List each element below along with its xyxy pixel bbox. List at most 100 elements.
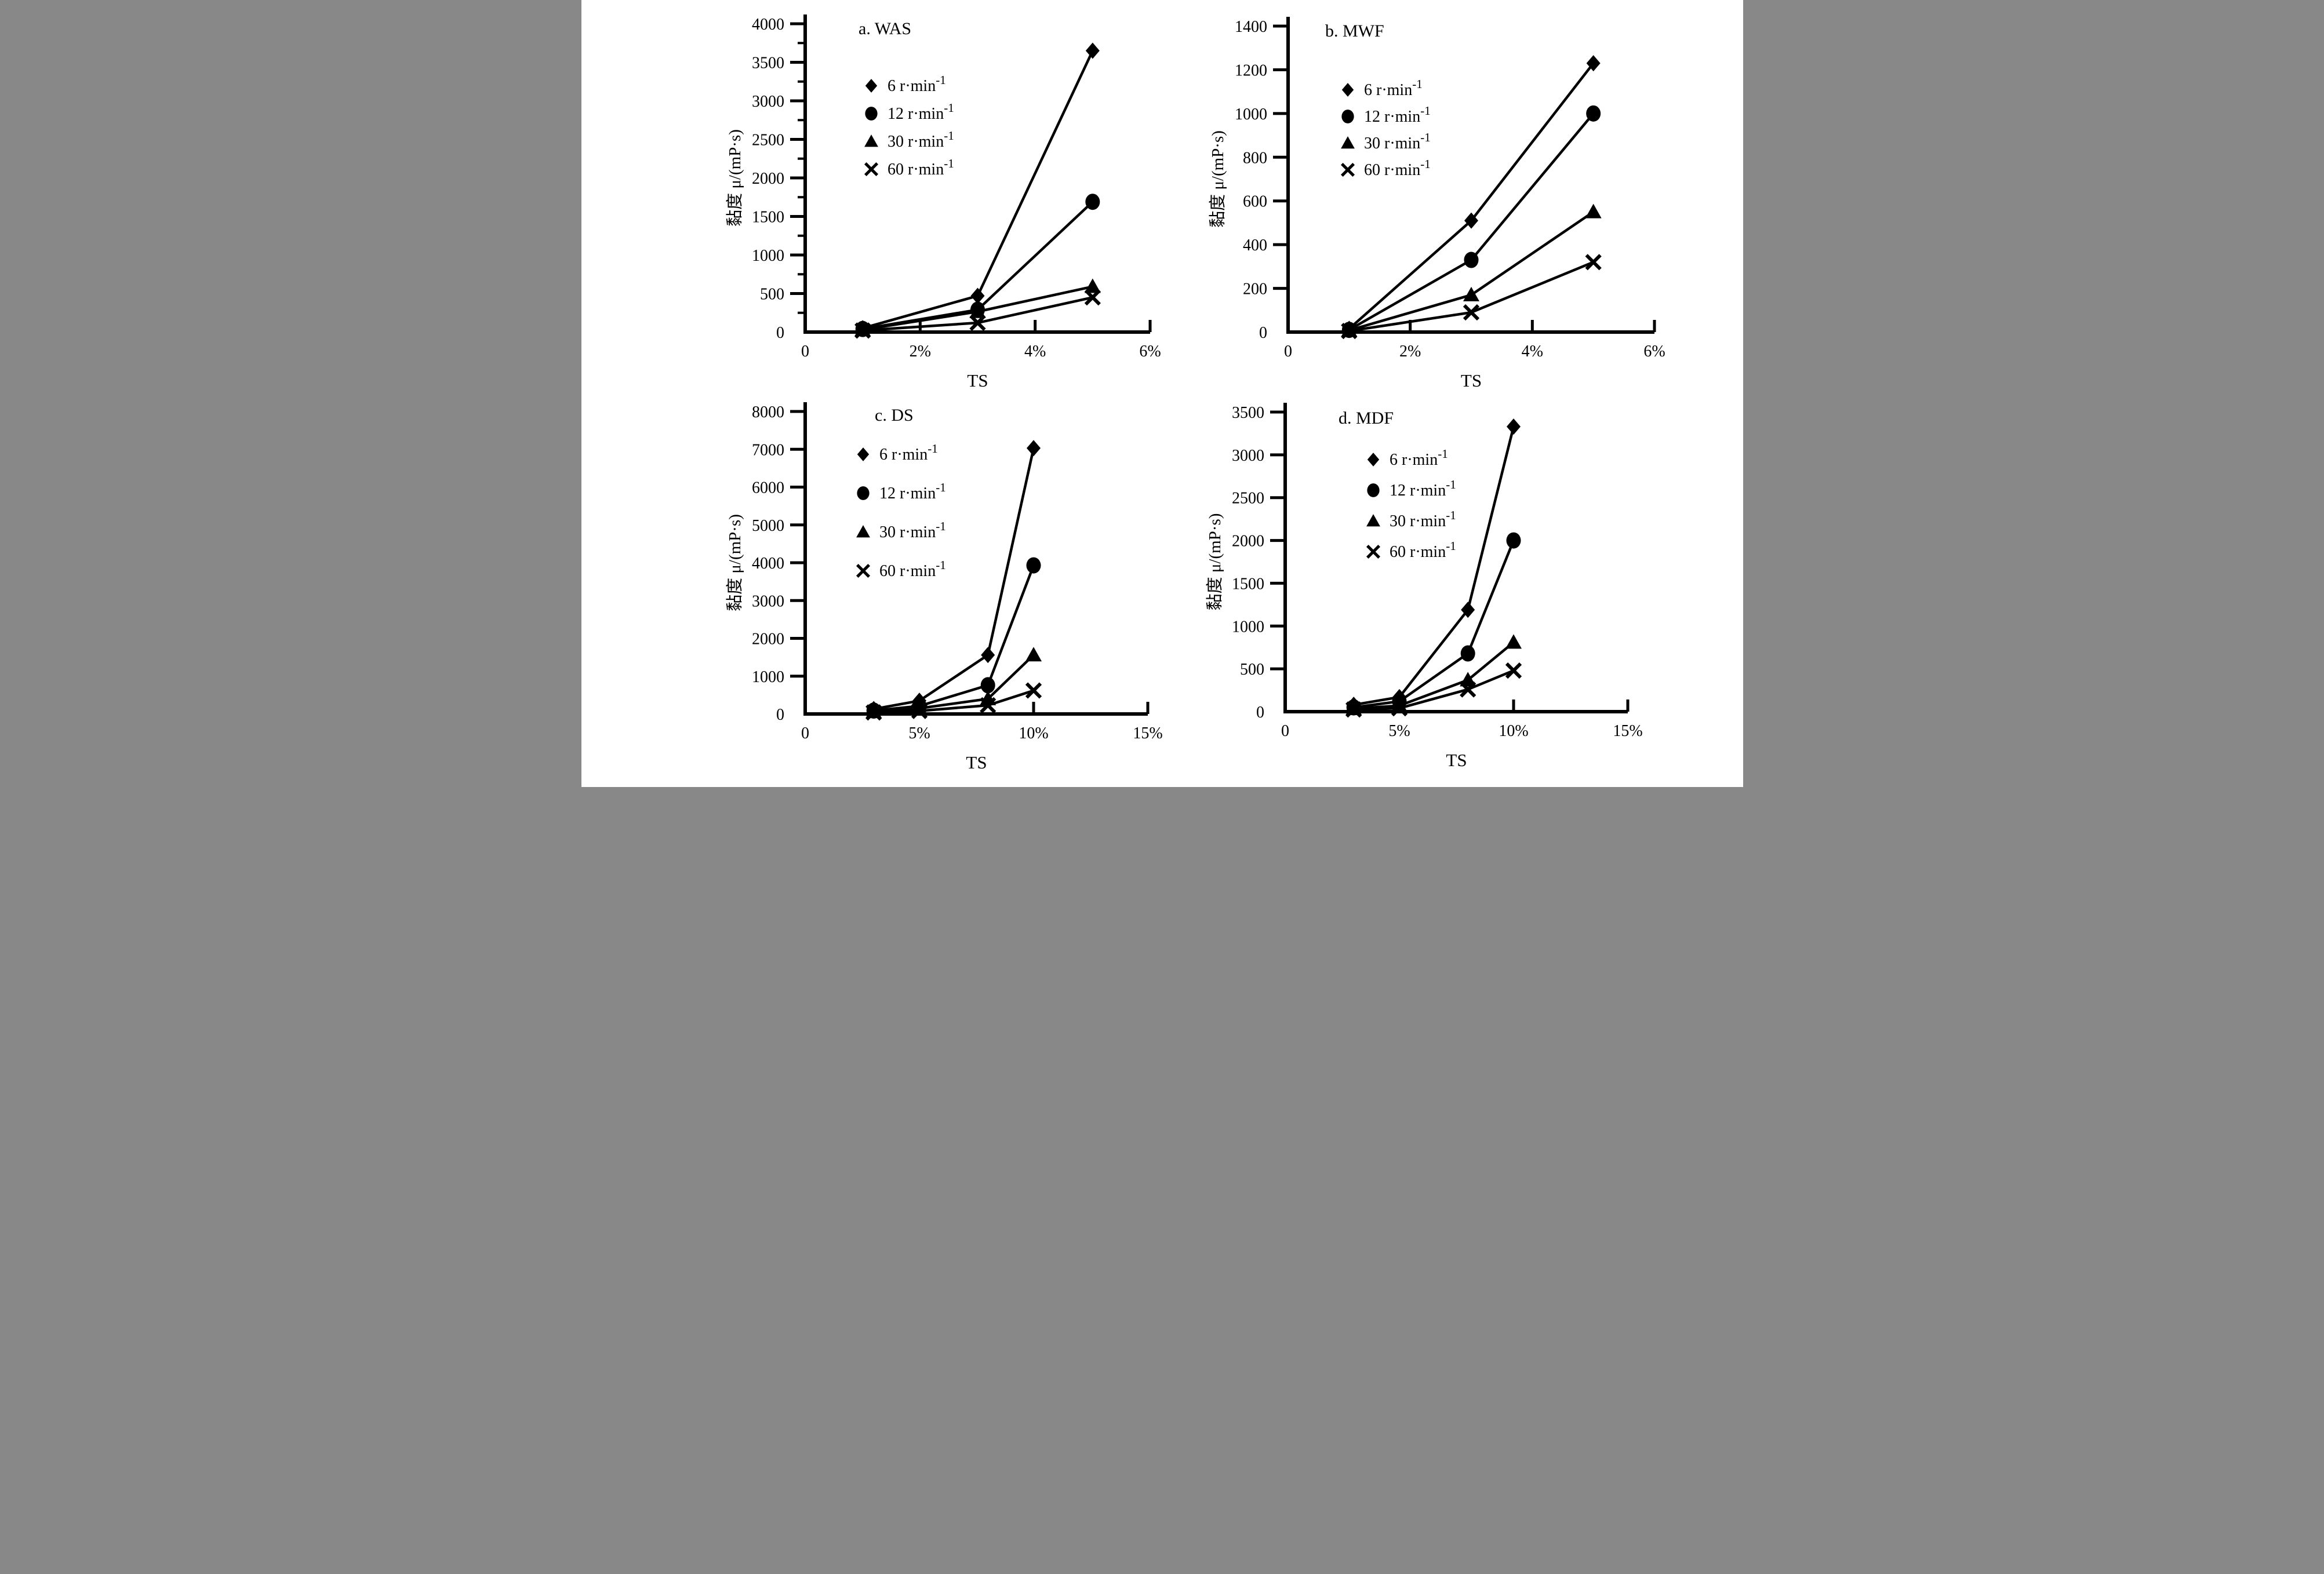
panel-b-y-axis-label: 黏度 μ/(mP·s): [1208, 130, 1227, 228]
panel-a-y-tick-label: 3000: [752, 93, 784, 111]
panel-c-y-tick-label: 6000: [752, 479, 784, 497]
panel-c-y-axis-label: 黏度 μ/(mP·s): [725, 514, 744, 611]
panel-d-x-data-point: [1459, 681, 1476, 698]
panel-d-triangle-data-point: [1505, 634, 1522, 649]
panel-c-circle-data-point: [1026, 557, 1041, 574]
panel-d-y-tick-label: 500: [1240, 661, 1264, 679]
panel-c-x-tick-label: 10%: [1019, 724, 1048, 742]
panel-b-legend-label: 6 r·min-1: [1364, 77, 1423, 99]
panel-b-legend-x-icon: [1340, 162, 1355, 177]
panel-a-y-tick-label: 1500: [752, 209, 784, 227]
panel-c-y-tick-label: 1000: [752, 668, 784, 686]
panel-d-series-line: [1353, 540, 1515, 709]
panel-c-axes: [803, 402, 1148, 716]
panel-c-x-tick-label: 15%: [1133, 724, 1162, 742]
panel-b-y-tick-label: 1000: [1235, 105, 1267, 123]
panel-d-circle-data-point: [1506, 532, 1521, 549]
panel-a-triangle-data-point: [969, 303, 985, 318]
panel-d-x-tick-label: 15%: [1613, 722, 1642, 740]
panel-b-y-tick-label: 0: [1259, 324, 1267, 342]
panel-c-legend-label: 6 r·min-1: [879, 442, 938, 464]
panel-b-diamond-data-point: [1586, 55, 1601, 72]
panel-a-legend-label: 6 r·min-1: [888, 73, 946, 95]
panel-c-y-tick-label: 7000: [752, 441, 784, 459]
panel-d-x-data-point: [1345, 701, 1362, 718]
panel-d-legend-label: 6 r·min-1: [1390, 447, 1448, 469]
panel-b-y-tick-label: 800: [1243, 149, 1267, 167]
panel-b-legend-label: 12 r·min-1: [1364, 104, 1431, 126]
panel-c-diamond-data-point: [1026, 440, 1041, 457]
panel-d-triangle-data-point: [1391, 697, 1408, 712]
panel-d-axes: [1283, 403, 1628, 713]
panel-a-x-data-point: [969, 314, 986, 331]
panel-a-title: a. WAS: [859, 19, 911, 38]
panel-a-x-tick-label: 6%: [1139, 343, 1161, 360]
panel-d-legend-label: 60 r·min-1: [1390, 539, 1456, 561]
panel-c-x-axis-label: TS: [966, 752, 987, 773]
panel-c-y-tick-label: 0: [776, 706, 784, 724]
panel-d-legend-triangle-icon: [1366, 514, 1380, 527]
panel-c-y-tick-label: 8000: [752, 403, 784, 421]
panel-d-legend-x-icon: [1366, 544, 1380, 559]
panel-d-circle-data-point: [1460, 645, 1475, 662]
panel-c-legend-label: 12 r·min-1: [879, 480, 946, 502]
panel-a-legend-label: 12 r·min-1: [888, 101, 954, 123]
panel-c-legend-label: 60 r·min-1: [879, 558, 946, 580]
panel-b-x-tick-label: 2%: [1399, 343, 1421, 360]
panel-b-triangle-data-point: [1463, 286, 1479, 301]
panel-a-circle-data-point: [1085, 194, 1100, 210]
panel-b-x-tick-label: 0: [1284, 343, 1292, 360]
panel-a-legend-x-icon: [864, 162, 878, 177]
panel-b-x-data-point: [1340, 322, 1357, 340]
panel-b-title: b. MWF: [1325, 21, 1384, 41]
panel-a-y-tick-label: 0: [776, 324, 784, 342]
panel-d-x-data-point: [1391, 699, 1408, 717]
panel-b-x-data-point: [1463, 304, 1479, 321]
panel-c-x-tick-label: 0: [801, 724, 809, 742]
panel-d-y-tick-label: 1500: [1232, 575, 1264, 593]
panel-a-y-tick-label: 1000: [752, 247, 784, 265]
panel-b-legend-circle-icon: [1341, 110, 1354, 123]
panel-d-y-tick-label: 0: [1256, 704, 1264, 722]
panel-b-legend-diamond-icon: [1341, 83, 1354, 97]
panel-c-legend-circle-icon: [856, 486, 870, 500]
panel-d-legend-label: 30 r·min-1: [1390, 508, 1456, 530]
panel-a-triangle-data-point: [1084, 278, 1101, 293]
panel-c-x-data-point: [979, 697, 996, 714]
panel-c-triangle-data-point: [1025, 647, 1042, 662]
panel-d-triangle-data-point: [1459, 672, 1476, 687]
panel-a-legend-label: 60 r·min-1: [888, 156, 954, 178]
panel-b-y-tick-label: 600: [1243, 193, 1267, 211]
panel-c-legend-x-icon: [856, 563, 870, 578]
panel-d-x-axis-label: TS: [1446, 750, 1467, 770]
panel-d-x-tick-label: 10%: [1499, 722, 1528, 740]
panel-a-axes: [803, 14, 1150, 334]
figure-canvas: 0 500 1000 1500 2000 2500 3000 3500 4000 0 2% 4% 6% a…: [581, 0, 1743, 787]
panel-c-legend-label: 30 r·min-1: [879, 519, 946, 541]
panel-d-x-tick-label: 0: [1281, 722, 1289, 740]
panel-a-x-data-point: [854, 322, 871, 339]
panel-c-x-data-point: [1025, 682, 1042, 699]
panel-a-y-tick-label: 2000: [752, 170, 784, 188]
panel-c-x-data-point: [911, 702, 928, 719]
panel-b-triangle-data-point: [1585, 203, 1602, 218]
panel-b-y-tick-label: 400: [1243, 236, 1267, 254]
panel-b-x-axis-label: TS: [1460, 370, 1481, 391]
panel-a-x-axis-label: TS: [967, 370, 988, 391]
panel-c-diamond-data-point: [980, 647, 995, 664]
panel-c-y-tick-label: 2000: [752, 631, 784, 648]
panel-d-y-tick-label: 2000: [1232, 533, 1264, 551]
panel-a-y-tick-label: 2500: [752, 132, 784, 150]
panel-c-y-tick-label: 4000: [752, 555, 784, 573]
panel-d-legend-circle-icon: [1366, 483, 1380, 497]
panel-b-x-tick-label: 6%: [1643, 343, 1665, 360]
panel-b-x-tick-label: 4%: [1521, 343, 1543, 360]
panel-b-circle-data-point: [1464, 252, 1478, 268]
panel-d-x-tick-label: 5%: [1388, 722, 1410, 740]
panel-c-legend-diamond-icon: [857, 447, 869, 461]
panel-d-x-data-point: [1505, 662, 1522, 679]
panel-b-diamond-data-point: [1464, 212, 1478, 229]
panel-b-x-data-point: [1585, 254, 1602, 271]
panel-c-series-line: [873, 689, 1034, 714]
